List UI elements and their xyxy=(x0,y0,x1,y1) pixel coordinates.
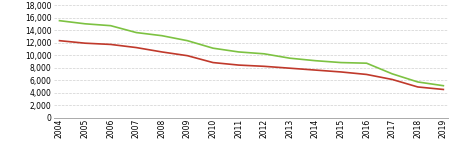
Unadjusted slight casualties xyxy=(236,51,241,53)
Unadjusted slight casualties xyxy=(210,47,216,49)
Unadjusted slight casualties xyxy=(313,60,318,62)
Unadjusted slight casualties xyxy=(108,25,113,27)
Unadjusted slight casualties xyxy=(441,85,446,87)
Adjusted slight casualties xyxy=(261,65,267,67)
Unadjusted slight casualties xyxy=(287,57,293,59)
Line: Adjusted slight casualties: Adjusted slight casualties xyxy=(59,41,443,89)
Unadjusted slight casualties xyxy=(415,81,420,83)
Unadjusted slight casualties xyxy=(82,23,88,25)
Line: Unadjusted slight casualties: Unadjusted slight casualties xyxy=(59,21,443,86)
Unadjusted slight casualties xyxy=(364,62,369,64)
Adjusted slight casualties xyxy=(364,73,369,75)
Adjusted slight casualties xyxy=(210,61,216,64)
Adjusted slight casualties xyxy=(134,47,139,49)
Adjusted slight casualties xyxy=(185,55,190,57)
Adjusted slight casualties xyxy=(57,40,62,42)
Adjusted slight casualties xyxy=(390,78,395,80)
Unadjusted slight casualties xyxy=(261,53,267,55)
Adjusted slight casualties xyxy=(415,86,420,88)
Adjusted slight casualties xyxy=(159,51,164,53)
Adjusted slight casualties xyxy=(82,42,88,44)
Adjusted slight casualties xyxy=(108,43,113,45)
Unadjusted slight casualties xyxy=(159,35,164,37)
Unadjusted slight casualties xyxy=(57,20,62,22)
Unadjusted slight casualties xyxy=(338,61,344,64)
Unadjusted slight casualties xyxy=(134,32,139,34)
Unadjusted slight casualties xyxy=(390,73,395,75)
Adjusted slight casualties xyxy=(338,71,344,73)
Adjusted slight casualties xyxy=(313,69,318,71)
Unadjusted slight casualties xyxy=(185,40,190,42)
Adjusted slight casualties xyxy=(287,67,293,69)
Adjusted slight casualties xyxy=(236,64,241,66)
Adjusted slight casualties xyxy=(441,88,446,90)
